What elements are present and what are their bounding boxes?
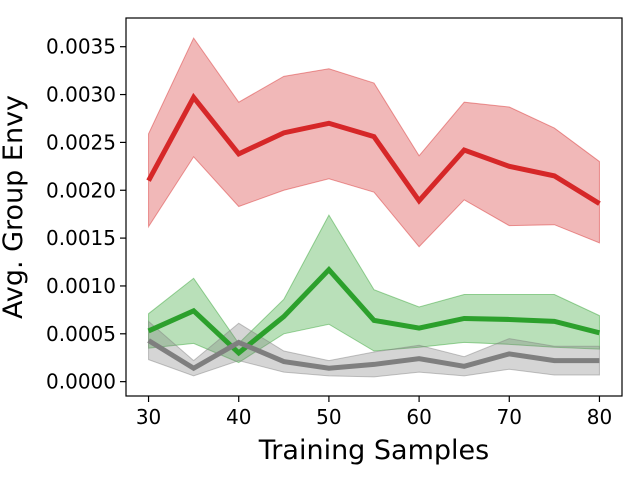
- x-tick-label: 50: [316, 405, 341, 429]
- plot-area-frame: [125, 17, 623, 397]
- x-tick-label: 60: [406, 405, 431, 429]
- y-tick-label: 0.0025: [46, 130, 116, 154]
- x-tick-label: 70: [497, 405, 522, 429]
- series-1-line: [146, 92, 601, 206]
- y-tick-label: 0.0035: [46, 35, 116, 59]
- y-tick-label: 0.0010: [46, 274, 116, 298]
- x-axis-ticks: 30 40 50 60 70 80: [136, 396, 612, 429]
- series-lines: [146, 92, 601, 372]
- x-tick-label: 80: [587, 405, 612, 429]
- series-2-line: [147, 265, 601, 357]
- y-tick-label: 0.0000: [46, 370, 116, 394]
- y-axis-ticks: 0.0000 0.0005 0.0010 0.0015 0.0020 0.0025 0.00…: [46, 35, 126, 394]
- x-tick-label: 40: [226, 405, 251, 429]
- x-tick-label: 30: [136, 405, 161, 429]
- y-tick-label: 0.0030: [46, 83, 116, 107]
- y-tick-label: 0.0015: [46, 226, 116, 250]
- series-2-band: [148, 214, 600, 364]
- y-tick-label: 0.0005: [46, 322, 116, 346]
- x-axis-label: Training Samples: [258, 435, 489, 466]
- series-3-line: [147, 338, 600, 372]
- y-tick-label: 0.0020: [46, 178, 116, 202]
- y-axis-label: Avg. Group Envy: [0, 95, 29, 319]
- confidence-bands: [148, 37, 600, 378]
- series-3-band: [148, 320, 600, 378]
- series-1-band: [148, 37, 600, 248]
